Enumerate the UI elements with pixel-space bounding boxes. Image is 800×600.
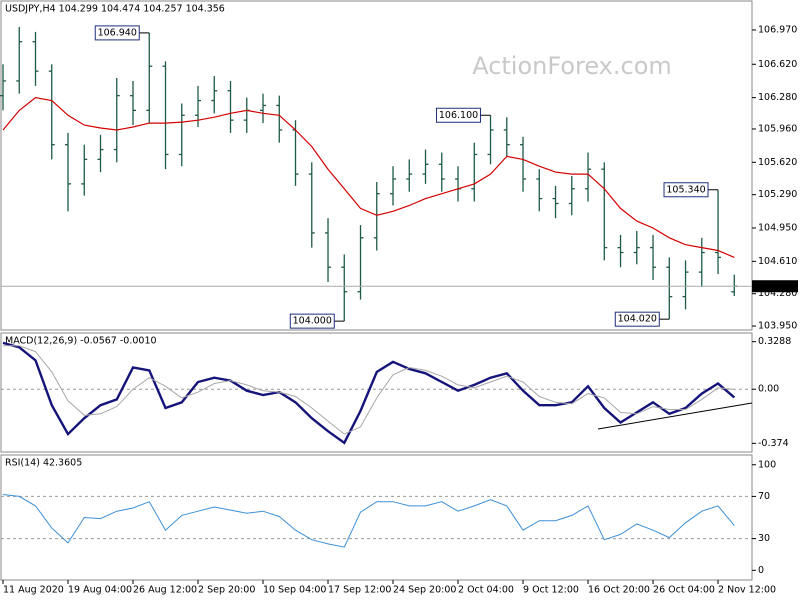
y-tick-label: 106.970	[758, 24, 797, 35]
x-tick-label: 2 Oct 04:00	[458, 585, 514, 596]
y-tick-label: 105.960	[758, 123, 797, 134]
panel-title: USDJPY,H4 104.299 104.474 104.257 104.35…	[5, 4, 225, 15]
rsi-panel	[0, 454, 753, 581]
y-tick-label: 104.610	[758, 256, 797, 267]
y-tick-label: 104.950	[758, 223, 797, 234]
y-tick-label: 30	[758, 533, 770, 544]
series-line	[2, 494, 735, 548]
last-price-label: 104.356	[758, 281, 797, 292]
annotation-label: 105.340	[666, 184, 705, 195]
y-tick-label: 0.00	[758, 384, 779, 395]
x-tick-label: 24 Sep 20:00	[393, 585, 456, 596]
x-tick-label: 26 Aug 12:00	[133, 585, 197, 596]
x-tick-label: 2 Nov 12:00	[718, 585, 776, 596]
watermark: ActionForex.com	[472, 52, 672, 80]
x-tick-label: 9 Oct 12:00	[523, 585, 579, 596]
x-tick-label: 11 Aug 2020	[3, 585, 64, 596]
y-tick-label: 106.620	[758, 59, 797, 70]
x-tick-label: 26 Oct 04:00	[653, 585, 715, 596]
y-tick-label: 104.280	[758, 288, 797, 299]
annotation-label: 106.940	[98, 27, 137, 38]
series-line	[3, 345, 735, 435]
annotation-label: 104.000	[293, 316, 332, 327]
annotation-label: 104.020	[618, 314, 657, 325]
x-tick-label: 16 Oct 20:00	[588, 585, 650, 596]
y-tick-label: 0.3288	[758, 336, 791, 347]
annotation-box	[94, 25, 140, 41]
trend-line	[597, 402, 753, 430]
x-tick-label: 10 Sep 04:00	[263, 585, 326, 596]
panel-title: MACD(12,26,9) -0.0567 -0.0010	[5, 336, 157, 347]
price-panel	[0, 0, 753, 331]
annotation-label: 106.100	[439, 110, 478, 121]
series-line	[2, 341, 736, 445]
annotation-box	[663, 182, 709, 198]
annotation-box	[289, 313, 335, 329]
x-tick-label: 17 Sep 12:00	[328, 585, 391, 596]
annotation-box	[436, 107, 482, 123]
last-price-box	[752, 280, 798, 293]
panel-title: RSI(14) 42.3605	[5, 458, 82, 469]
y-tick-label: 105.290	[758, 189, 797, 200]
y-tick-label: 100	[758, 459, 776, 470]
macd-panel	[0, 332, 753, 453]
y-tick-label: -0.374	[758, 438, 789, 449]
y-tick-label: 106.280	[758, 92, 797, 103]
y-tick-label: 0	[758, 565, 764, 576]
y-tick-label: 70	[758, 491, 770, 502]
annotation-box	[614, 311, 660, 327]
x-tick-label: 19 Aug 04:00	[68, 585, 132, 596]
x-tick-label: 2 Sep 20:00	[198, 585, 255, 596]
y-tick-label: 105.620	[758, 157, 797, 168]
y-tick-label: 103.950	[758, 321, 797, 332]
moving-average	[2, 96, 735, 258]
